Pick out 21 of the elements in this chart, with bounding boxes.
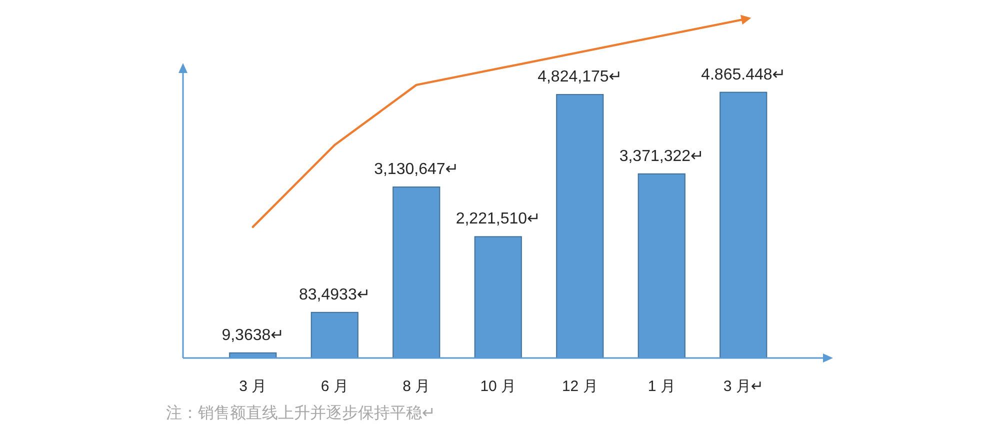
- x-tick-label: 6 月: [320, 378, 348, 395]
- data-label: 3,130,647↵: [374, 161, 459, 178]
- data-label: 2,221,510↵: [456, 210, 540, 228]
- data-label: 9,3638↵: [222, 326, 284, 344]
- data-label: 3,371,322↵: [619, 148, 704, 165]
- x-tick-label: 1 月: [648, 378, 676, 395]
- x-tick-label: 3 月: [239, 378, 267, 395]
- x-tick-label: 12 月: [562, 378, 598, 395]
- data-label: 83,4933↵: [299, 286, 370, 304]
- x-tick-label: 8 月: [402, 378, 430, 395]
- x-tick-label: 3 月↵: [723, 378, 764, 395]
- bar: [310, 312, 358, 358]
- text: 注：销售额直线上升并逐步保持平稳↵: [166, 404, 436, 422]
- bar: [720, 92, 768, 358]
- bar: [474, 236, 522, 358]
- x-tick-label: 10 月: [480, 378, 516, 395]
- bar: [638, 173, 686, 358]
- data-label: 4.865.448↵: [701, 66, 786, 84]
- bar: [392, 186, 440, 358]
- bar: [556, 94, 604, 358]
- data-label: 4,824,175↵: [538, 68, 622, 86]
